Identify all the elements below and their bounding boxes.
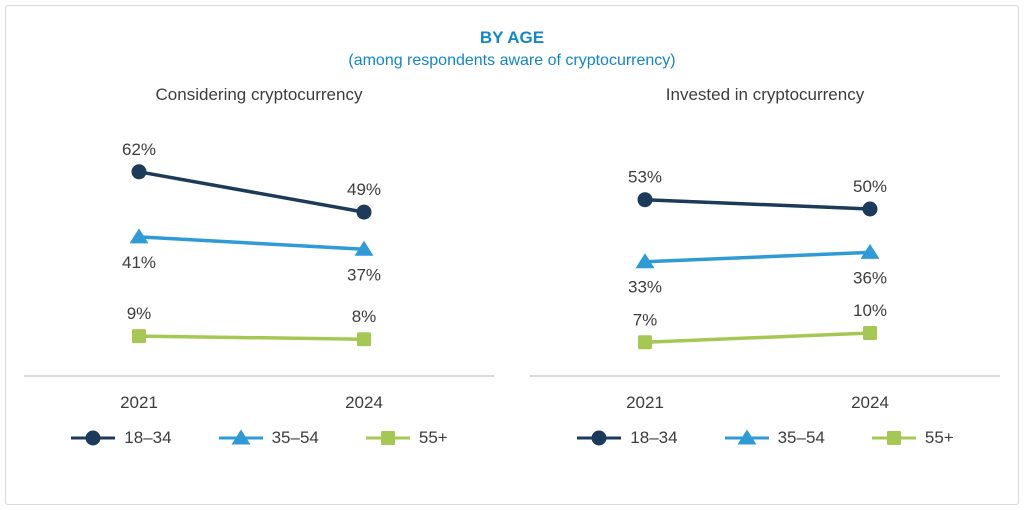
legend-label: 55+ [924,428,954,447]
triangle-marker [129,228,149,244]
x-tick-label: 2021 [626,393,664,412]
data-point-label: 7% [633,310,658,329]
data-point-label: 9% [127,304,152,323]
page-header: BY AGE (among respondents aware of crypt… [6,26,1018,72]
line-chart-invested: 2021 2024 53% 50% 33% 36% 7% 10% [530,168,1000,412]
legend-item: 55+ [871,428,954,448]
data-point-label: 10% [853,301,887,320]
data-point-label: 50% [853,177,887,196]
series-line [644,250,871,264]
x-tick-label: 2024 [851,393,889,412]
legend-swatch [577,430,622,446]
circle-marker [862,201,878,217]
legend-item: 35–54 [724,428,825,448]
series-line [644,331,871,345]
legend-label: 35–54 [271,428,319,447]
triangle-marker [231,429,251,445]
square-marker [638,335,652,350]
legend-item: 18–34 [70,428,172,448]
data-point-label: 8% [352,307,377,326]
circle-marker [637,192,653,208]
x-tick-label: 2021 [120,393,158,412]
legend: 18–34 35–54 55+ [70,428,448,448]
charts-row: Considering cryptocurrency 2021 2024 62% 49… [6,84,1018,448]
legend-swatch [71,430,116,446]
data-point-label: 53% [628,168,662,187]
data-point-label: 41% [122,253,156,272]
triangle-marker [635,253,655,269]
legend-item: 55+ [365,428,448,448]
series-line [138,170,365,214]
line-chart-considering: 2021 2024 62% 49% 41% 37% 9% 8% [24,140,494,412]
legend-label: 55+ [418,428,448,447]
chart-title: Considering cryptocurrency [155,85,363,104]
circle-marker [131,164,147,180]
chart-panel-invested: Invested in cryptocurrency 2021 2024 53% 50… [512,84,1018,448]
legend-swatch [724,429,769,445]
series-line [644,197,871,211]
data-point-label: 33% [628,278,662,297]
x-tick-label: 2024 [345,393,383,412]
square-marker [886,431,901,445]
series-line [138,334,365,341]
legend-label: 18–34 [124,428,172,447]
square-marker [863,326,877,340]
page-title: BY AGE [479,28,545,47]
square-marker [132,329,146,344]
chart-panel-considering: Considering cryptocurrency 2021 2024 62% 49… [6,84,512,448]
legend-item: 18–34 [576,428,678,448]
circle-marker [85,430,101,446]
legend-swatch [871,431,916,445]
triangle-marker [354,240,374,256]
square-marker [380,431,395,445]
legend-label: 18–34 [630,428,678,447]
legend-swatch [365,431,410,445]
chart-frame: BY AGE (among respondents aware of crypt… [5,5,1019,505]
chart-title: Invested in cryptocurrency [665,85,865,104]
legend-label: 35–54 [777,428,825,447]
triangle-marker [737,429,757,445]
circle-marker [591,430,607,446]
page-subtitle: (among respondents aware of cryptocurren… [348,52,676,69]
circle-marker [356,204,372,220]
data-point-label: 37% [347,265,381,284]
legend: 18–34 35–54 55+ [576,428,954,448]
legend-item: 35–54 [218,428,319,448]
data-point-label: 62% [122,140,156,159]
data-point-label: 36% [853,268,887,287]
triangle-marker [860,243,880,259]
data-point-label: 49% [347,180,381,199]
square-marker [357,332,371,347]
legend-swatch [218,429,263,445]
series-line [138,235,365,252]
